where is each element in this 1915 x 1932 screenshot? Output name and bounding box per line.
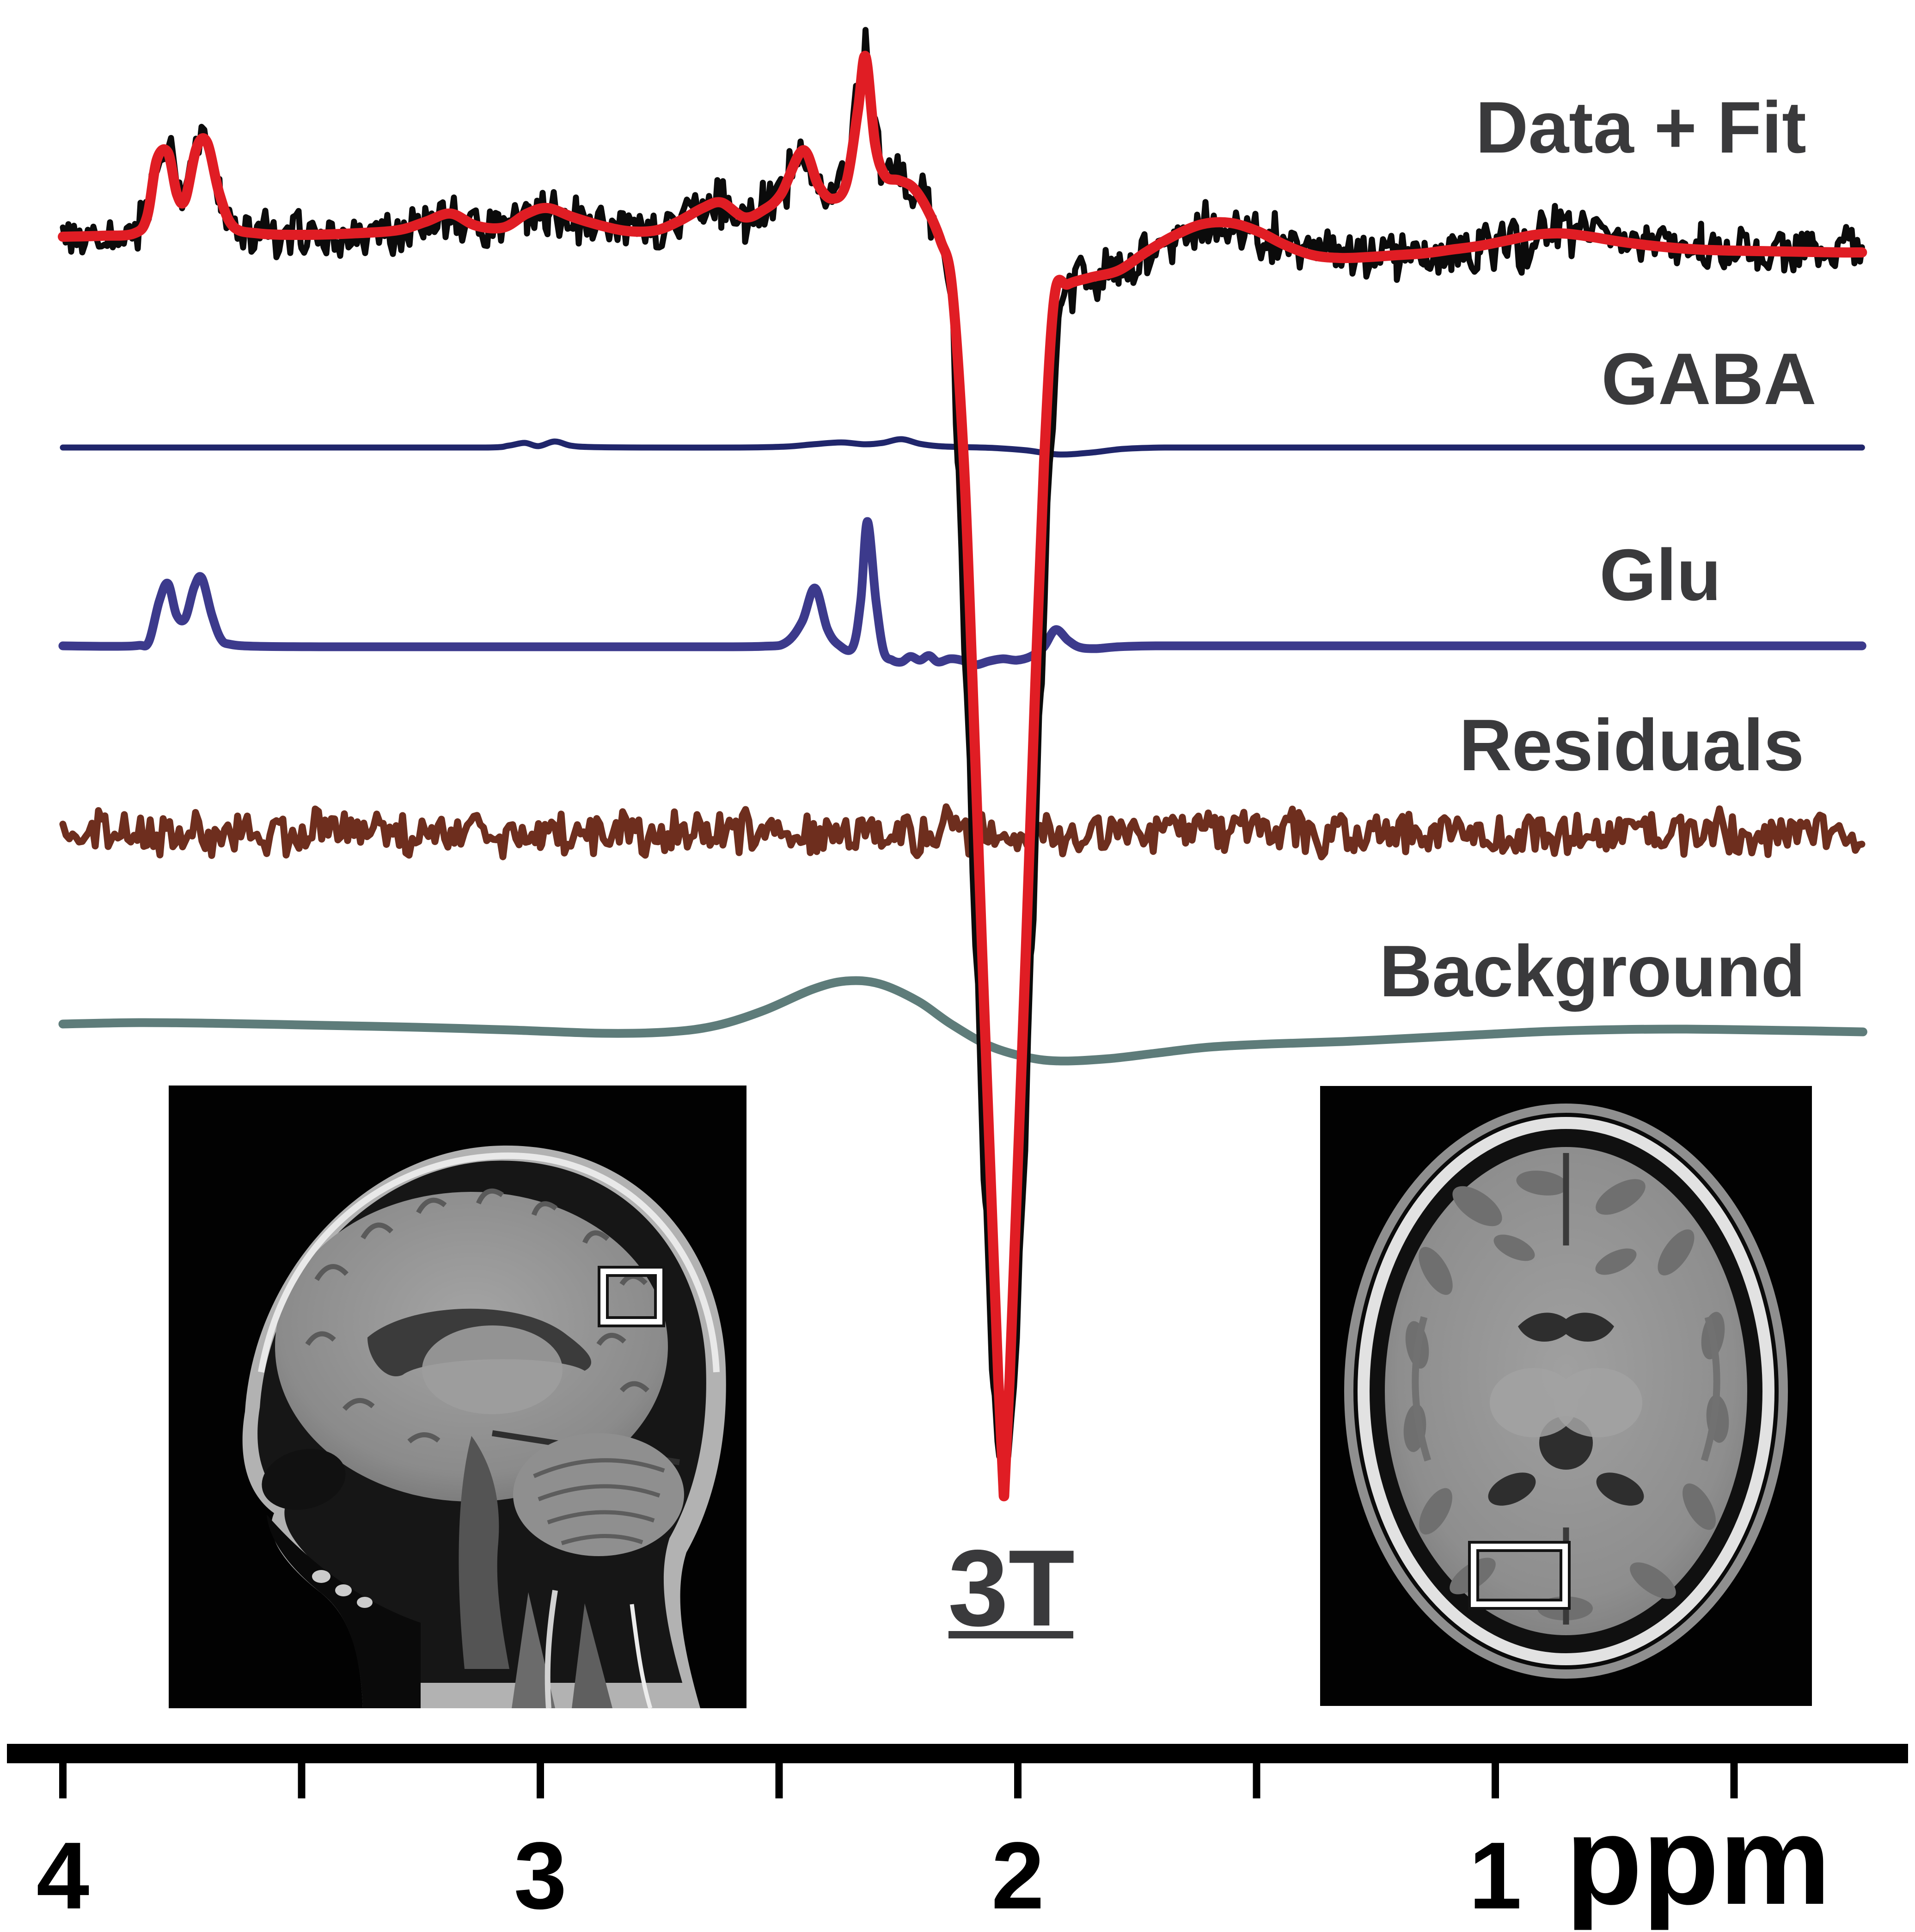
jaw-dark-region bbox=[267, 1515, 421, 1708]
voxel-box-axial-white bbox=[1471, 1544, 1568, 1607]
sagittal-mri-image bbox=[169, 1086, 746, 1709]
cerebellum-folia-lines bbox=[533, 1458, 665, 1546]
thalamus-right bbox=[1554, 1368, 1642, 1437]
thalamus bbox=[422, 1325, 563, 1414]
brainstem bbox=[459, 1436, 509, 1669]
axis-tick bbox=[59, 1748, 67, 1798]
gaba-trace bbox=[60, 436, 1865, 458]
field-strength-underline bbox=[948, 1631, 1073, 1638]
teeth-bright-spots bbox=[312, 1570, 373, 1608]
voxel-box-sagittal bbox=[598, 1266, 665, 1327]
field-strength-label: 3T bbox=[948, 1527, 1075, 1649]
axis-tick bbox=[537, 1748, 544, 1798]
residuals-trace bbox=[59, 803, 1866, 860]
tick-label-1: 1 bbox=[1469, 1822, 1522, 1929]
orbit-shadow bbox=[262, 1449, 346, 1510]
thalamus-left bbox=[1490, 1368, 1578, 1437]
axis-ticks bbox=[59, 1748, 1738, 1798]
neck-muscle-streaks bbox=[512, 1590, 653, 1709]
residuals-label: Residuals bbox=[1459, 705, 1804, 786]
tick-label-3: 3 bbox=[514, 1822, 567, 1929]
tick-label-2: 2 bbox=[991, 1822, 1045, 1929]
x-axis: 4 3 2 1 ppm bbox=[7, 1744, 1908, 1932]
fit-trace bbox=[58, 50, 1867, 1502]
sulci-lines bbox=[305, 1188, 649, 1444]
axis-unit-label: ppm bbox=[1566, 1790, 1831, 1932]
spectra-traces bbox=[58, 27, 1867, 1502]
axis-tick bbox=[1253, 1748, 1260, 1798]
axis-tick bbox=[1492, 1748, 1499, 1798]
axis-tick bbox=[775, 1748, 783, 1798]
axis-tick bbox=[1730, 1748, 1738, 1798]
data-fit-label: Data + Fit bbox=[1475, 87, 1806, 168]
gaba-label: GABA bbox=[1601, 338, 1816, 420]
axis-bar bbox=[7, 1744, 1908, 1763]
insula-line-right bbox=[1701, 1316, 1720, 1462]
data-trace bbox=[60, 27, 1865, 1476]
axis-tick bbox=[1014, 1748, 1022, 1798]
glu-label: Glu bbox=[1599, 534, 1721, 616]
insula-line-left bbox=[1412, 1316, 1432, 1462]
voxel-box-axial bbox=[1468, 1541, 1571, 1610]
glu-trace bbox=[58, 517, 1866, 669]
scalp-bright-rim bbox=[258, 1152, 720, 1373]
background-label: Background bbox=[1379, 931, 1805, 1012]
axis-tick bbox=[298, 1748, 306, 1798]
tick-label-4: 4 bbox=[37, 1822, 90, 1929]
voxel-box-sagittal-white bbox=[600, 1269, 662, 1325]
axial-mri-image bbox=[1320, 1086, 1812, 1706]
